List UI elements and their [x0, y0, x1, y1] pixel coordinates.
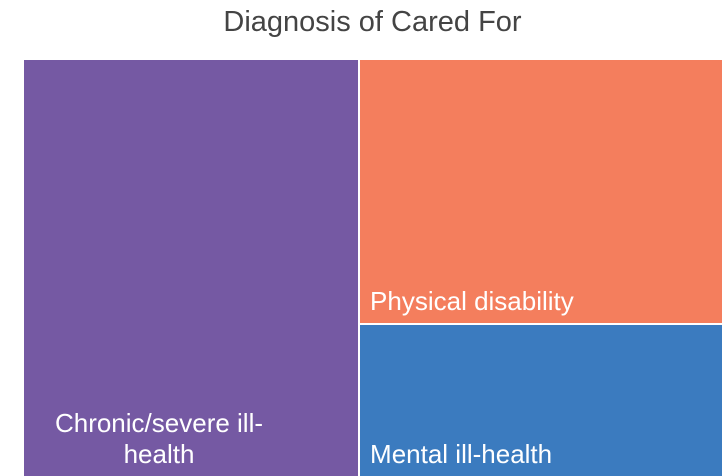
treemap-cell: Chronic/severe ill-health [24, 60, 359, 476]
treemap-cell: Mental ill-health [360, 325, 722, 476]
cell-label: Mental ill-health [370, 438, 553, 469]
cell-label: Chronic/severe ill-health [54, 407, 264, 469]
chart-title: Diagnosis of Cared For [223, 6, 522, 38]
treemap-cell: Physical disability [360, 60, 722, 323]
cell-label: Physical disability [370, 285, 574, 316]
plot-area: Chronic/severe ill-health Physical disabi… [24, 60, 722, 476]
